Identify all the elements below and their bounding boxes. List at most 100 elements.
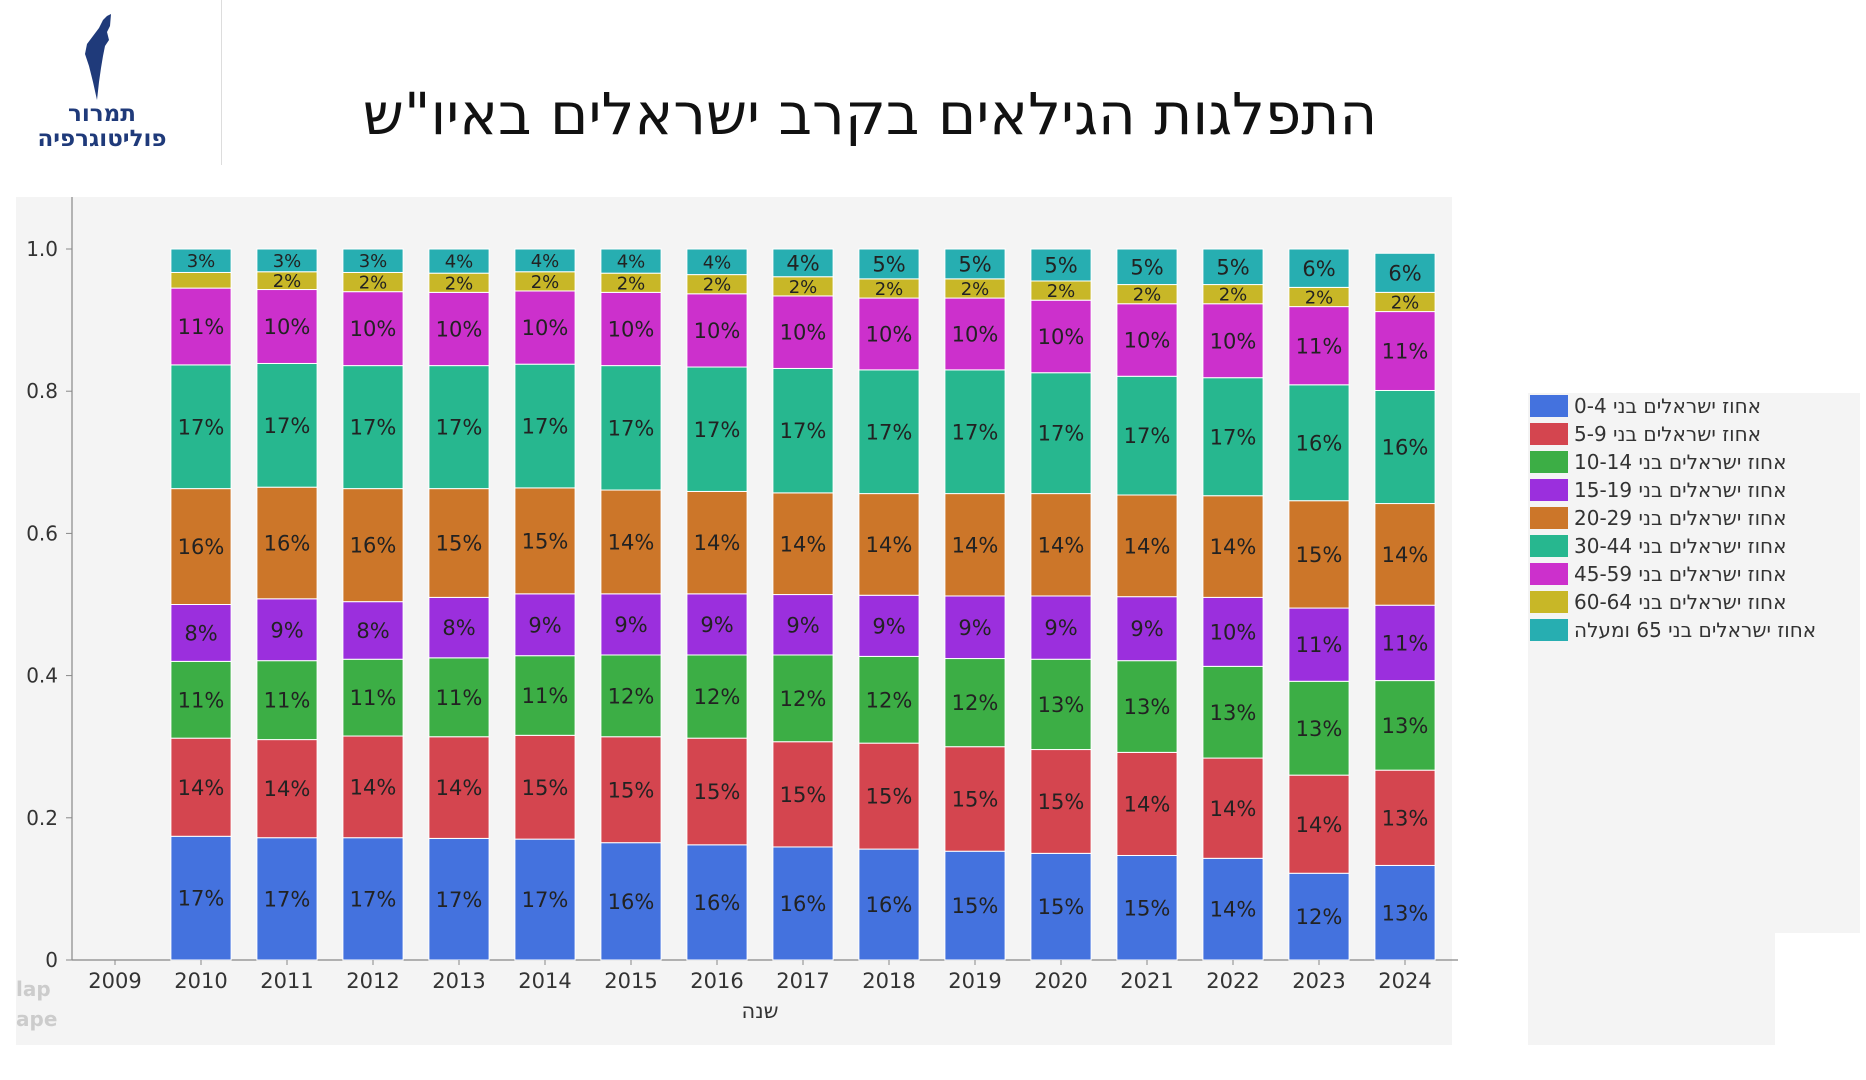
bar-segment (1374, 769, 1436, 866)
bar-segment (772, 295, 834, 369)
x-tick-label: 2016 (690, 969, 743, 993)
bar-data-label: 2% (617, 273, 646, 294)
bar-data-label: 17% (436, 416, 483, 440)
bar-segment (428, 596, 490, 659)
legend-item[interactable]: אחוז ישראלים בני 65 ומעלה (1530, 616, 1860, 644)
bar-data-label: 2% (789, 277, 818, 298)
bar-segment (514, 248, 576, 273)
bar-data-label: 3% (273, 251, 302, 272)
bar-data-label: 17% (1210, 425, 1257, 449)
bar-data-label: 14% (178, 776, 225, 800)
bar-segment (600, 365, 662, 491)
bar-segment (170, 660, 232, 739)
bar-segment (1374, 604, 1436, 682)
bar-segment (1030, 595, 1092, 660)
bar-data-label: 13% (1124, 695, 1171, 719)
bar-segment (1030, 299, 1092, 374)
bar-data-label: 17% (694, 418, 741, 442)
bar-data-label: 17% (522, 415, 569, 439)
bar-data-label: 4% (531, 251, 560, 272)
bar-segment (514, 487, 576, 595)
bar-data-label: 13% (1210, 701, 1257, 725)
bar-segment (342, 248, 404, 273)
x-tick-label: 2013 (432, 969, 485, 993)
bar-segment (514, 838, 576, 961)
bar-segment (1374, 311, 1436, 391)
bar-data-label: 2% (273, 271, 302, 292)
bar-data-label: 17% (608, 416, 655, 440)
legend-item[interactable]: אחוז ישראלים בני 30-44 (1530, 532, 1860, 560)
bar-data-label: 9% (1130, 617, 1163, 641)
bar-segment (428, 657, 490, 738)
bar-data-label: 16% (350, 534, 397, 558)
bar-segment (1030, 372, 1092, 495)
bar-data-label: 5% (1044, 254, 1077, 278)
bar-segment (1288, 872, 1350, 961)
bar-data-label: 13% (1038, 693, 1085, 717)
legend-swatch (1530, 395, 1568, 417)
bar-data-label: 9% (786, 613, 819, 637)
bar-data-label: 15% (1296, 543, 1343, 567)
legend-item[interactable]: אחוז ישראלים בני 15-19 (1530, 476, 1860, 504)
bar-data-label: 8% (356, 619, 389, 643)
bar-data-label: 17% (1124, 424, 1171, 448)
legend-label: אחוז ישראלים בני 45-59 (1574, 562, 1787, 586)
bar-segment (514, 363, 576, 489)
x-axis-title: שנה (741, 999, 778, 1023)
bar-segment (944, 369, 1006, 495)
bar-data-label: 11% (1382, 340, 1429, 364)
bar-data-label: 9% (1044, 616, 1077, 640)
bar-data-label: 14% (350, 775, 397, 799)
legend-item[interactable]: אחוז ישראלים בני 10-14 (1530, 448, 1860, 476)
bar-data-label: 6% (1388, 261, 1421, 285)
bar-data-label: 2% (1305, 287, 1334, 308)
y-tick-label: 0.4 (26, 664, 58, 688)
bar-segment (1202, 495, 1264, 598)
bar-data-label: 11% (1296, 334, 1343, 358)
bar-data-label: 2% (875, 279, 904, 300)
bar-data-label: 3% (359, 251, 388, 272)
legend-panel (1528, 393, 1860, 933)
bar-segment (1116, 854, 1178, 961)
bar-data-label: 14% (780, 532, 827, 556)
bar-data-label: 15% (436, 532, 483, 556)
bar-data-label: 12% (866, 688, 913, 712)
bar-data-label: 15% (952, 788, 999, 812)
bar-segment (858, 297, 920, 371)
legend-item[interactable]: אחוז ישראלים בני 0-4 (1530, 392, 1860, 420)
bar-data-label: 2% (1047, 281, 1076, 302)
bar-data-label: 9% (958, 616, 991, 640)
legend-item[interactable]: אחוז ישראלים בני 20-29 (1530, 504, 1860, 532)
bar-data-label: 17% (350, 887, 397, 911)
bar-data-label: 14% (1210, 797, 1257, 821)
legend-item[interactable]: אחוז ישראלים בני 45-59 (1530, 560, 1860, 588)
logo-line-1: תמרור (68, 101, 136, 127)
x-tick-label: 2018 (862, 969, 915, 993)
y-tick-label: 0.6 (26, 521, 58, 545)
bar-segment (772, 741, 834, 848)
bar-data-label: 2% (961, 279, 990, 300)
bar-segment (1116, 494, 1178, 598)
bar-segment (772, 654, 834, 743)
bar-data-label: 10% (952, 323, 999, 347)
bar-data-label: 10% (1124, 329, 1171, 353)
bar-data-label: 11% (264, 689, 311, 713)
x-tick-label: 2020 (1034, 969, 1087, 993)
legend-item[interactable]: אחוז ישראלים בני 60-64 (1530, 588, 1860, 616)
bar-segment (256, 248, 318, 273)
legend-label: אחוז ישראלים בני 60-64 (1574, 590, 1787, 614)
bar-data-label: 8% (184, 622, 217, 646)
bar-data-label: 15% (1038, 790, 1085, 814)
legend-item[interactable]: אחוז ישראלים בני 5-9 (1530, 420, 1860, 448)
x-tick-label: 2017 (776, 969, 829, 993)
bar-segment (170, 488, 232, 605)
legend-label: אחוז ישראלים בני 15-19 (1574, 478, 1787, 502)
bar-data-label: 13% (1382, 806, 1429, 830)
legend-label: אחוז ישראלים בני 5-9 (1574, 422, 1762, 446)
bar-segment (1116, 660, 1178, 753)
logo-divider (221, 0, 222, 165)
bar-segment (1116, 751, 1178, 856)
bar-data-label: 10% (694, 319, 741, 343)
bar-segment (1030, 852, 1092, 961)
bar-segment (1288, 774, 1350, 874)
